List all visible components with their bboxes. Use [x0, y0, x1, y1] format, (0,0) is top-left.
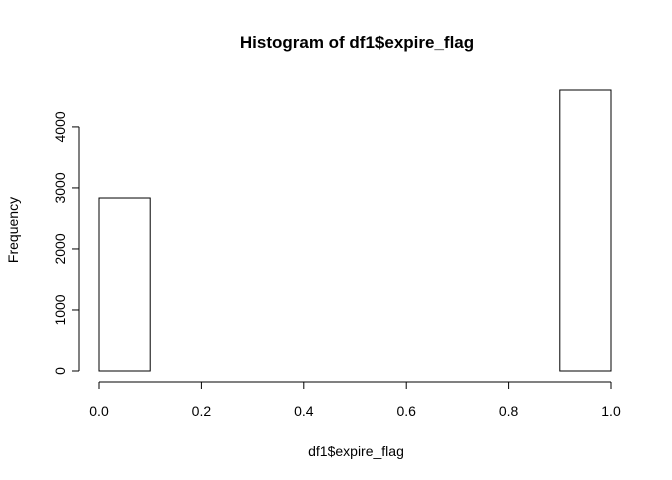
histogram-bar-0: [98, 197, 151, 372]
x-tick-label-2: 0.4: [294, 403, 314, 419]
y-tick-label-0: 0: [52, 367, 68, 375]
y-tick-label-2: 2000: [52, 233, 68, 264]
x-tick-label-4: 0.8: [499, 403, 519, 419]
x-tick-label-0: 0.0: [89, 403, 109, 419]
histogram-bar-9: [559, 89, 612, 372]
x-tick-label-1: 0.2: [192, 403, 212, 419]
x-axis-label: df1$expire_flag: [308, 443, 404, 459]
bars-group: [98, 89, 612, 372]
y-axis-label: Frequency: [5, 197, 21, 263]
x-axis: 0.0 0.2 0.4 0.6 0.8 1.0: [89, 381, 621, 419]
x-tick-label-5: 1.0: [601, 403, 621, 419]
y-tick-label-4: 4000: [52, 111, 68, 142]
y-tick-label-1: 1000: [52, 294, 68, 325]
y-axis: 0 1000 2000 3000 4000: [52, 111, 80, 375]
y-tick-label-3: 3000: [52, 172, 68, 203]
chart-title: Histogram of df1$expire_flag: [240, 33, 474, 52]
x-tick-label-3: 0.6: [396, 403, 416, 419]
